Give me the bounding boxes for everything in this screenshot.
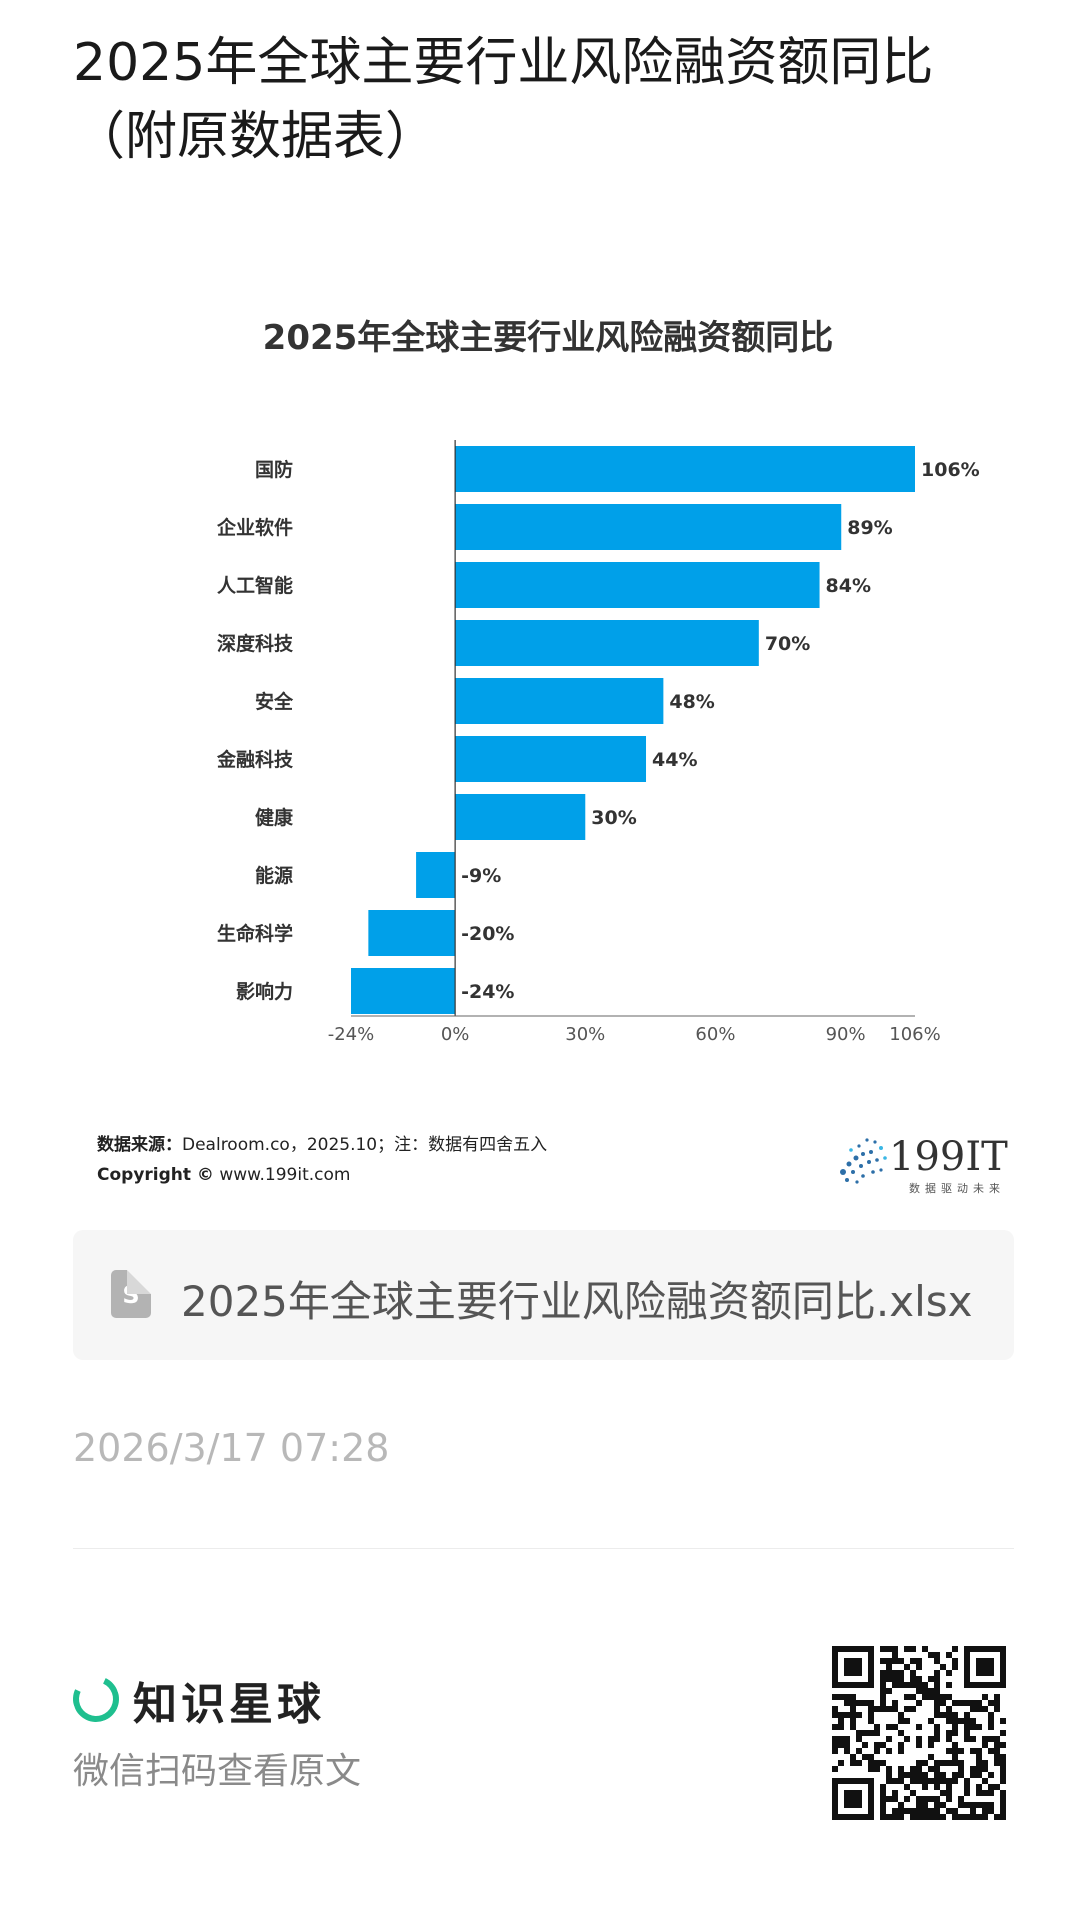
- x-tick-label: 90%: [826, 1024, 866, 1045]
- value-label: 70%: [765, 633, 810, 655]
- x-tick-label: 106%: [889, 1024, 940, 1045]
- spreadsheet-file-icon: S: [111, 1270, 151, 1318]
- bar-chart: 国防 106% 企业软件 89% 人工智能 84% 深度科技 70% 安全 48% 金融科技 44% 健…: [216, 440, 980, 1045]
- category-label: 能源: [255, 864, 293, 887]
- post-timestamp: 2026/3/17 07:28: [73, 1426, 390, 1470]
- divider: [73, 1548, 1014, 1549]
- bar: [455, 446, 915, 492]
- chart-container: 2025年全球主要行业风险融资额同比 国防 106% 企业软件 89% 人工智能 84% 深…: [73, 280, 1023, 1240]
- source-text: Dealroom.co，2025.10；注：数据有四舍五入: [182, 1135, 548, 1155]
- value-label: -24%: [461, 981, 514, 1003]
- attachment-file-name: 2025年全球主要行业风险融资额同比.xlsx: [181, 1277, 973, 1326]
- x-tick-label: -24%: [328, 1024, 375, 1045]
- value-label: -20%: [461, 923, 514, 945]
- source-label: 数据来源：: [97, 1135, 182, 1155]
- bar: [416, 852, 456, 898]
- value-label: 48%: [669, 691, 714, 713]
- chart-source-note: 数据来源：Dealroom.co，2025.10；注：数据有四舍五入 Copyr…: [97, 1130, 547, 1190]
- copyright-text: www.199it.com: [219, 1165, 351, 1185]
- x-tick-label: 60%: [695, 1024, 735, 1045]
- category-label: 影响力: [236, 980, 293, 1003]
- bar: [455, 504, 842, 550]
- brand-name: 知识星球: [133, 1679, 325, 1730]
- value-label: -9%: [461, 865, 501, 887]
- bar: [455, 562, 820, 608]
- x-tick-label: 30%: [565, 1024, 605, 1045]
- bar: [455, 736, 647, 782]
- chart-title: 2025年全球主要行业风险融资额同比: [262, 318, 834, 358]
- x-tick-label: 0%: [441, 1024, 470, 1045]
- bar: [455, 620, 759, 666]
- qr-code[interactable]: [832, 1646, 1006, 1820]
- copyright-label: Copyright ©: [97, 1165, 214, 1185]
- bar: [455, 794, 586, 840]
- bar: [368, 910, 456, 956]
- category-label: 金融科技: [216, 748, 294, 771]
- category-label: 国防: [255, 458, 293, 481]
- bar: [455, 678, 664, 724]
- logo-tagline: 数据驱动未来: [909, 1181, 1005, 1195]
- category-label: 人工智能: [217, 574, 293, 597]
- value-label: 84%: [826, 575, 871, 597]
- page-title: 2025年全球主要行业风险融资额同比（附原数据表）: [73, 33, 934, 167]
- category-label: 生命科学: [217, 922, 293, 945]
- category-label: 安全: [255, 690, 294, 713]
- zsxq-logo-icon: [66, 1669, 126, 1729]
- value-label: 44%: [652, 749, 697, 771]
- category-label: 企业软件: [216, 516, 293, 539]
- attachment-card[interactable]: S 2025年全球主要行业风险融资额同比.xlsx: [73, 1230, 1014, 1360]
- value-label: 30%: [591, 807, 636, 829]
- category-label: 深度科技: [217, 632, 294, 655]
- logo-text: 199IT: [889, 1134, 1008, 1180]
- 199it-logo: 199IT 数据驱动未来: [840, 1134, 1008, 1195]
- scan-qr-hint: 微信扫码查看原文: [73, 1751, 362, 1792]
- value-label: 106%: [921, 459, 980, 481]
- category-label: 健康: [255, 806, 294, 829]
- value-label: 89%: [847, 517, 892, 539]
- bar: [351, 968, 456, 1014]
